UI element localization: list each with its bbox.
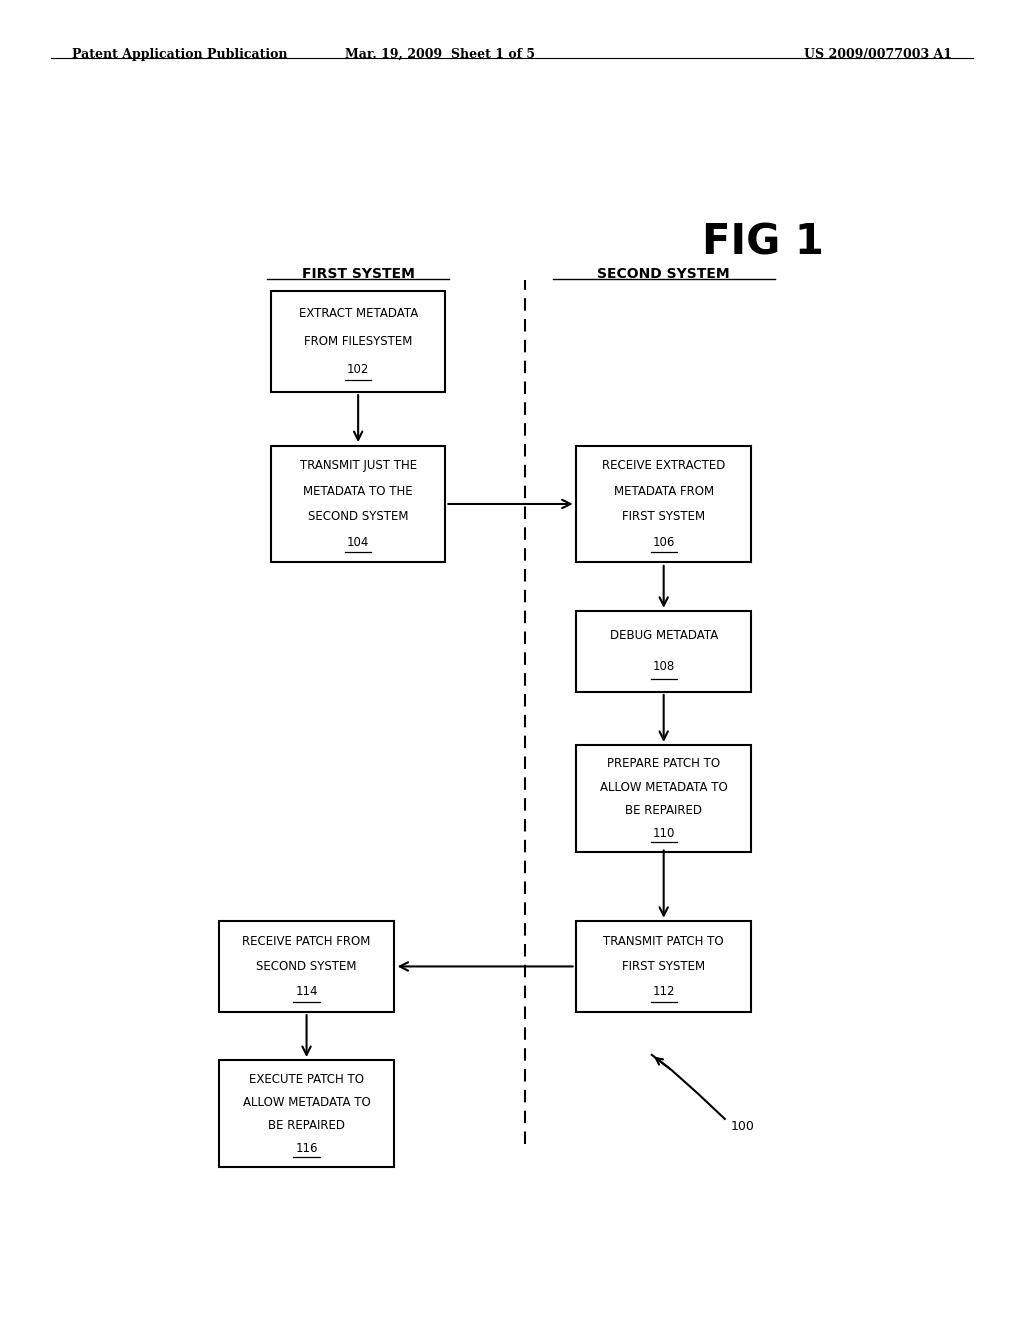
- Text: TRANSMIT JUST THE: TRANSMIT JUST THE: [300, 459, 417, 473]
- Text: RECEIVE EXTRACTED: RECEIVE EXTRACTED: [602, 459, 725, 473]
- Text: 102: 102: [347, 363, 370, 376]
- Text: FIRST SYSTEM: FIRST SYSTEM: [623, 960, 706, 973]
- FancyBboxPatch shape: [270, 446, 445, 562]
- Text: METADATA TO THE: METADATA TO THE: [303, 484, 413, 498]
- Text: 108: 108: [652, 660, 675, 673]
- Text: 104: 104: [347, 536, 370, 549]
- FancyBboxPatch shape: [219, 921, 394, 1012]
- Text: SECOND SYSTEM: SECOND SYSTEM: [256, 960, 356, 973]
- Text: 100: 100: [731, 1119, 755, 1133]
- Text: FROM FILESYSTEM: FROM FILESYSTEM: [304, 335, 413, 348]
- Text: US 2009/0077003 A1: US 2009/0077003 A1: [804, 48, 952, 61]
- Text: 110: 110: [652, 828, 675, 840]
- Text: FIRST SYSTEM: FIRST SYSTEM: [302, 267, 415, 281]
- Text: METADATA FROM: METADATA FROM: [613, 484, 714, 498]
- Text: DEBUG METADATA: DEBUG METADATA: [609, 630, 718, 643]
- Text: Mar. 19, 2009  Sheet 1 of 5: Mar. 19, 2009 Sheet 1 of 5: [345, 48, 536, 61]
- FancyBboxPatch shape: [577, 921, 751, 1012]
- Text: FIRST SYSTEM: FIRST SYSTEM: [623, 511, 706, 523]
- Text: EXECUTE PATCH TO: EXECUTE PATCH TO: [249, 1073, 365, 1085]
- Text: FIG 1: FIG 1: [701, 222, 824, 264]
- Text: RECEIVE PATCH FROM: RECEIVE PATCH FROM: [243, 935, 371, 948]
- Text: 106: 106: [652, 536, 675, 549]
- Text: SECOND SYSTEM: SECOND SYSTEM: [597, 267, 730, 281]
- Text: SECOND SYSTEM: SECOND SYSTEM: [308, 511, 409, 523]
- Text: ALLOW METADATA TO: ALLOW METADATA TO: [600, 780, 728, 793]
- Text: PREPARE PATCH TO: PREPARE PATCH TO: [607, 758, 720, 771]
- Text: Patent Application Publication: Patent Application Publication: [72, 48, 287, 61]
- Text: BE REPAIRED: BE REPAIRED: [626, 804, 702, 817]
- FancyBboxPatch shape: [270, 290, 445, 392]
- Text: BE REPAIRED: BE REPAIRED: [268, 1119, 345, 1133]
- FancyBboxPatch shape: [577, 611, 751, 692]
- Text: EXTRACT METADATA: EXTRACT METADATA: [299, 306, 418, 319]
- FancyBboxPatch shape: [577, 746, 751, 853]
- FancyBboxPatch shape: [219, 1060, 394, 1167]
- Text: 112: 112: [652, 985, 675, 998]
- Text: TRANSMIT PATCH TO: TRANSMIT PATCH TO: [603, 935, 724, 948]
- Text: ALLOW METADATA TO: ALLOW METADATA TO: [243, 1096, 371, 1109]
- FancyBboxPatch shape: [577, 446, 751, 562]
- Text: 114: 114: [295, 985, 317, 998]
- Text: 116: 116: [295, 1142, 317, 1155]
